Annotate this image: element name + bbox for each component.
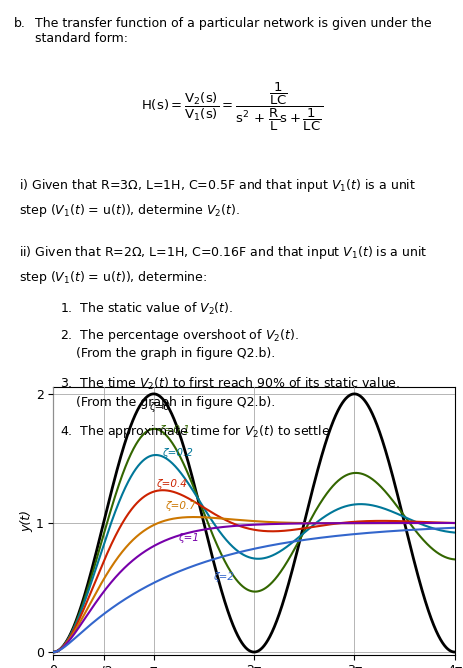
Text: ii) Given that R=2$\Omega$, L=1H, C=0.16F and that input $V_1(t)$ is a unit: ii) Given that R=2$\Omega$, L=1H, C=0.16… [19, 244, 426, 261]
Text: ζ=0.7: ζ=0.7 [165, 501, 195, 511]
Text: ζ=0: ζ=0 [149, 402, 170, 411]
Text: 4.  The approximate time for $V_2(t)$ to settle: 4. The approximate time for $V_2(t)$ to … [60, 423, 330, 440]
Text: (From the graph in figure Q2.b).: (From the graph in figure Q2.b). [60, 347, 275, 360]
Text: 3.  The time $V_2(t)$ to first reach 90% of its static value.: 3. The time $V_2(t)$ to first reach 90% … [60, 376, 400, 392]
Y-axis label: y(t): y(t) [20, 510, 33, 532]
Text: (From the graph in figure Q2.b).: (From the graph in figure Q2.b). [60, 396, 275, 409]
Text: step ($V_1(t)$ = u($t$)), determine $V_2(t)$.: step ($V_1(t)$ = u($t$)), determine $V_2… [19, 202, 239, 219]
Text: ζ=1: ζ=1 [177, 534, 199, 544]
Text: $\mathrm{H(s)=\dfrac{V_2(s)}{V_1(s)}=\dfrac{\dfrac{1}{LC}}{s^2\,+\,\dfrac{R}{L}s: $\mathrm{H(s)=\dfrac{V_2(s)}{V_1(s)}=\df… [141, 80, 322, 132]
Text: 1.  The static value of $V_2(t)$.: 1. The static value of $V_2(t)$. [60, 301, 233, 317]
Text: ζ=2: ζ=2 [213, 572, 233, 582]
Text: 2.  The percentage overshoot of $V_2(t)$.: 2. The percentage overshoot of $V_2(t)$. [60, 327, 299, 344]
Text: ζ=0.2: ζ=0.2 [162, 448, 193, 458]
Text: step ($V_1(t)$ = u($t$)), determine:: step ($V_1(t)$ = u($t$)), determine: [19, 269, 206, 286]
Text: ζ=0.1: ζ=0.1 [158, 425, 189, 435]
Text: i) Given that R=3$\Omega$, L=1H, C=0.5F and that input $V_1(t)$ is a unit: i) Given that R=3$\Omega$, L=1H, C=0.5F … [19, 177, 415, 194]
Text: The transfer function of a particular network is given under the
standard form:: The transfer function of a particular ne… [35, 17, 431, 45]
Text: ζ=0.4: ζ=0.4 [155, 479, 186, 489]
Text: b.: b. [14, 17, 26, 29]
